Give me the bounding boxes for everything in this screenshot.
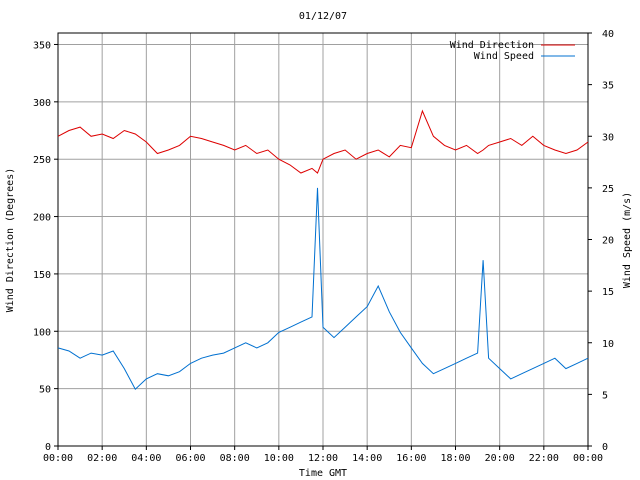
series-line-wind-direction <box>57 109 589 174</box>
y-left-tick-label: 300 <box>33 98 51 109</box>
y-left-tick-label: 250 <box>33 155 51 166</box>
y-left-tick-label: 350 <box>33 40 51 51</box>
series-line-wind-speed <box>57 187 589 391</box>
x-tick-label: 14:00 <box>352 453 382 464</box>
x-tick-label: 06:00 <box>175 453 205 464</box>
y-right-tick-label: 20 <box>602 236 614 247</box>
legend-label-wind-speed: Wind Speed <box>474 51 534 62</box>
x-tick-label: 10:00 <box>264 453 294 464</box>
x-tick-label: 20:00 <box>485 453 515 464</box>
y-right-tick-label: 40 <box>602 29 614 40</box>
x-tick-label: 02:00 <box>87 453 117 464</box>
y-axis-left-label: Wind Direction (Degrees) <box>5 168 16 313</box>
y-right-tick-label: 30 <box>602 132 614 143</box>
x-tick-label: 12:00 <box>308 453 338 464</box>
chart-title: 01/12/07 <box>299 11 347 22</box>
y-axis-right-label: Wind Speed (m/s) <box>622 192 633 288</box>
x-tick-label: 08:00 <box>220 453 250 464</box>
x-tick-label: 16:00 <box>396 453 426 464</box>
x-axis-ticks: 00:00 02:00 04:00 06:00 08:00 10:00 12:00 14:00… <box>43 446 603 464</box>
x-tick-label: 22:00 <box>529 453 559 464</box>
y-right-tick-label: 0 <box>602 442 608 453</box>
x-axis-label: Time GMT <box>299 468 347 479</box>
y-right-tick-label: 5 <box>602 390 608 401</box>
legend-label-wind-direction: Wind Direction <box>450 40 534 51</box>
x-tick-label: 00:00 <box>573 453 603 464</box>
y-left-tick-label: 50 <box>39 385 51 396</box>
x-tick-label: 18:00 <box>440 453 470 464</box>
y-right-tick-label: 15 <box>602 287 614 298</box>
y-right-tick-label: 10 <box>602 339 614 350</box>
y-left-tick-label: 150 <box>33 270 51 281</box>
y-axis-left-ticks: 0 50 100 150 200 250 300 350 <box>33 40 58 453</box>
y-left-tick-label: 100 <box>33 327 51 338</box>
grid <box>58 33 588 446</box>
series-lines <box>57 109 589 391</box>
y-left-tick-label: 200 <box>33 213 51 224</box>
y-left-tick-label: 0 <box>45 442 51 453</box>
y-right-tick-label: 25 <box>602 184 614 195</box>
y-right-tick-label: 35 <box>602 81 614 92</box>
x-tick-label: 00:00 <box>43 453 73 464</box>
y-axis-right-ticks: 0 5 10 15 20 25 30 35 40 <box>588 29 614 453</box>
x-tick-label: 04:00 <box>131 453 161 464</box>
